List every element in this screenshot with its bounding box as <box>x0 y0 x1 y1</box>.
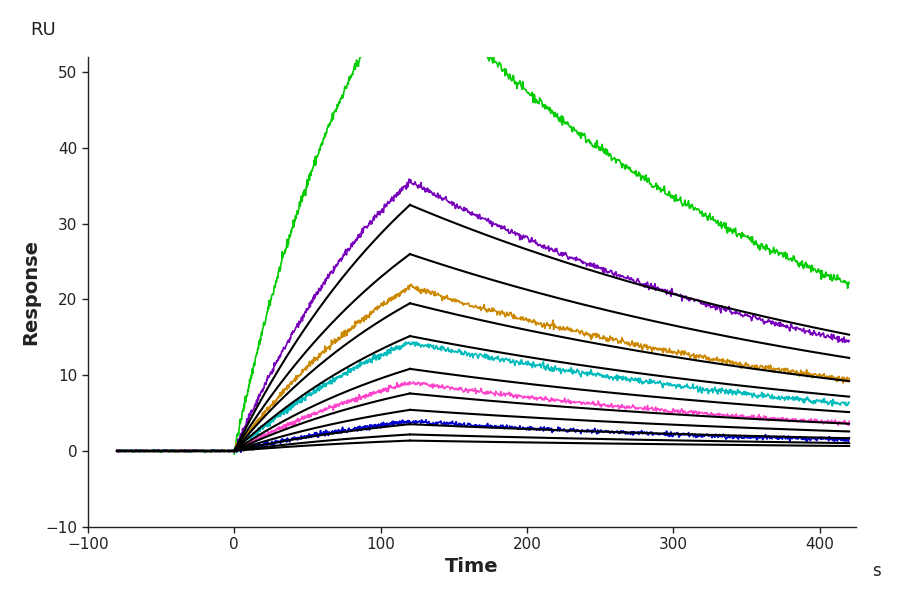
Text: s: s <box>872 562 880 580</box>
Text: RU: RU <box>31 20 56 38</box>
Y-axis label: Response: Response <box>21 239 40 345</box>
X-axis label: Time: Time <box>446 557 499 577</box>
